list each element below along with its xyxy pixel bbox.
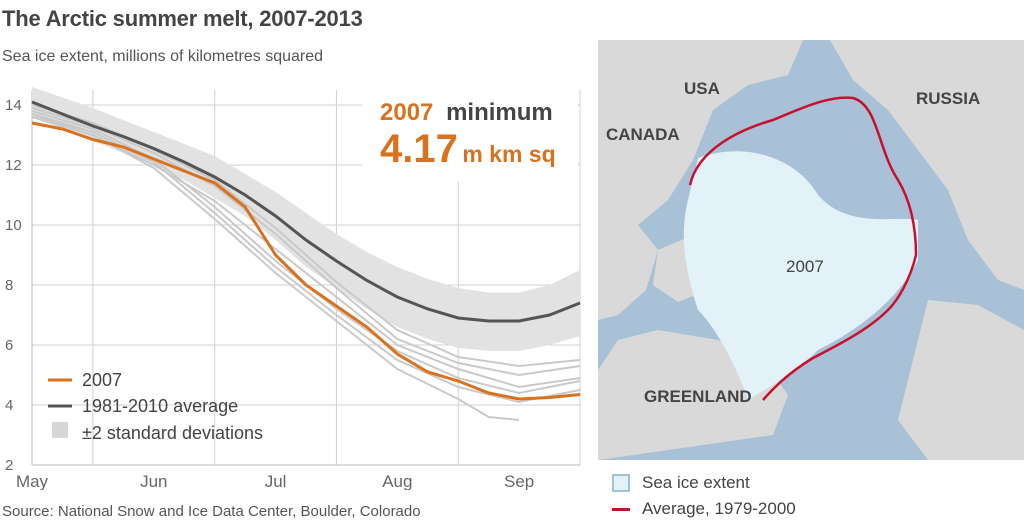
y-tick-label: 12 — [5, 157, 22, 174]
callout-unit: m km sq — [462, 141, 555, 167]
x-tick-label: May — [16, 472, 49, 490]
y-tick-label: 4 — [5, 397, 13, 414]
map-legend: Sea ice extent Average, 1979-2000 — [612, 470, 796, 522]
map-label-greenland: GREENLAND — [644, 387, 752, 406]
main-series-layer — [31, 100, 581, 401]
arctic-map: USA RUSSIA CANADA GREENLAND 2007 — [598, 40, 1024, 460]
map-legend-average-swatch — [612, 507, 630, 511]
map-legend-ice-swatch — [612, 474, 630, 492]
x-axis-ticks: May Jun Jul Aug Sep — [16, 472, 534, 490]
y-tick-label: 14 — [5, 97, 22, 114]
source-note: Source: National Snow and Ice Data Cente… — [2, 503, 421, 520]
other-year-line — [31, 116, 581, 389]
series-line-2007 — [31, 121, 581, 401]
legend-label-2007: 2007 — [82, 370, 122, 390]
map-label-russia: RUSSIA — [916, 89, 980, 108]
x-tick-label: Jul — [265, 472, 287, 490]
map-land-russia — [830, 40, 1024, 290]
map-land-islands-west — [598, 225, 658, 320]
series-line-average — [31, 100, 581, 323]
callout-year: 2007 — [380, 99, 433, 126]
map-label-year: 2007 — [786, 257, 824, 276]
callout-value-text: 4.17 m km sq — [380, 127, 556, 171]
std-dev-band — [32, 87, 580, 351]
legend-label-average: 1981-2010 average — [82, 396, 238, 416]
x-tick-label: Jun — [140, 472, 167, 490]
callout-box — [362, 88, 578, 182]
y-tick-label: 2 — [5, 457, 13, 474]
x-tick-label: Sep — [504, 472, 534, 490]
map-land-scandinavia — [898, 300, 1024, 460]
chart-legend: 2007 1981-2010 average ±2 standard devia… — [48, 370, 263, 443]
std-dev-band-layer — [32, 87, 580, 351]
map-land-north-america — [598, 40, 803, 230]
map-legend-average: Average, 1979-2000 — [612, 496, 796, 522]
callout-label: minimum — [446, 99, 553, 126]
map-label-usa: USA — [684, 79, 720, 98]
map-legend-average-label: Average, 1979-2000 — [642, 499, 796, 518]
y-axis-ticks: 2 4 6 8 10 12 14 — [5, 97, 22, 474]
legend-label-stddev: ±2 standard deviations — [82, 423, 263, 443]
chart-subtitle: Sea ice extent, millions of kilometres s… — [2, 48, 324, 65]
chart-title: The Arctic summer melt, 2007-2013 — [2, 6, 363, 31]
y-tick-label: 10 — [5, 217, 22, 234]
map-average-line — [688, 96, 918, 401]
other-year-line — [31, 113, 520, 421]
map-legend-ice: Sea ice extent — [612, 470, 796, 496]
callout-value: 4.17 — [380, 127, 458, 171]
y-tick-label: 8 — [5, 277, 13, 294]
legend-swatch-stddev — [52, 422, 68, 438]
callout-title: 2007 minimum — [380, 99, 553, 126]
other-year-line — [31, 107, 581, 377]
x-tick-label: Aug — [382, 472, 412, 490]
map-label-canada: CANADA — [606, 125, 680, 144]
map-sea-ice-2007 — [683, 151, 918, 400]
map-legend-ice-label: Sea ice extent — [642, 473, 750, 492]
y-tick-label: 6 — [5, 337, 13, 354]
